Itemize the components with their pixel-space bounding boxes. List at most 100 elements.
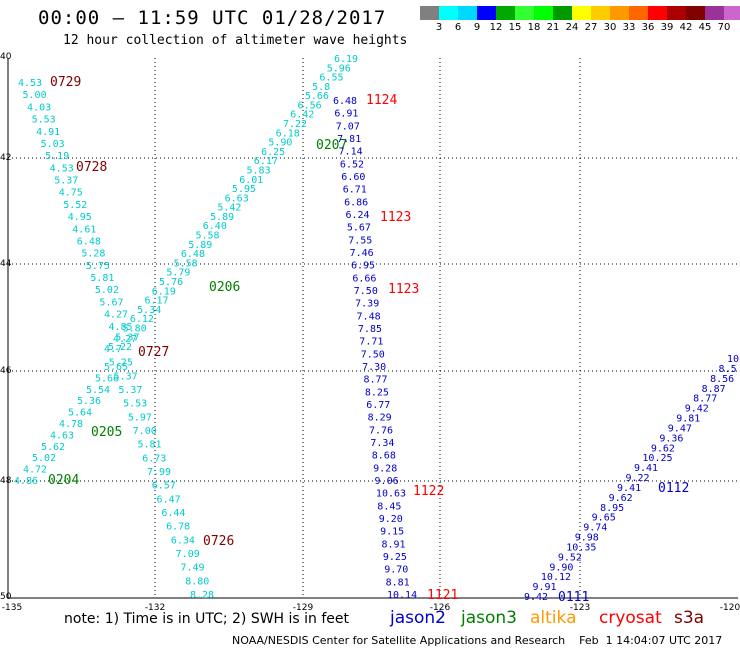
wave-height-value: 5.75 xyxy=(86,261,110,272)
map-subtitle: 12 hour collection of altimeter wave hei… xyxy=(63,33,408,48)
wave-height-value: 9.81 xyxy=(676,414,700,425)
colorbar-label: 42 xyxy=(679,22,693,33)
wave-height-value: 5.66 xyxy=(305,91,329,102)
wave-height-value: 5.89 xyxy=(188,240,212,251)
track-time-label: 1121 xyxy=(427,588,458,603)
wave-height-value: 7.46 xyxy=(350,248,374,259)
colorbar-swatch xyxy=(515,6,534,20)
wave-height-value: 6.52 xyxy=(340,159,364,170)
wave-height-value: 7.30 xyxy=(362,362,386,373)
wave-height-value: 5.28 xyxy=(81,249,105,260)
wave-height-value: 5.67 xyxy=(99,297,123,308)
wave-height-value: 6.66 xyxy=(352,273,376,284)
colorbar-swatch xyxy=(610,6,629,20)
lon-label-135: -135 xyxy=(1,603,23,613)
wave-height-value: 9.42 xyxy=(685,404,709,415)
wave-height-value: 9.70 xyxy=(384,565,408,576)
wave-height-value: 9.98 xyxy=(575,533,599,544)
colorbar-swatch xyxy=(496,6,515,20)
legend-s3a: s3a xyxy=(674,608,705,628)
lon-label-126: -126 xyxy=(429,603,451,613)
wave-height-value: 4.91 xyxy=(36,127,60,138)
wave-height-value: 5.02 xyxy=(95,285,119,296)
units-note: note: 1) Time is in UTC; 2) SWH is in fe… xyxy=(64,611,350,627)
colorbar-label: 33 xyxy=(622,22,636,33)
wave-height-value: 8.81 xyxy=(386,577,410,588)
wave-height-value: 5.66 xyxy=(95,373,119,384)
wave-height-value: 9.62 xyxy=(651,443,675,454)
wave-height-value: 5.67 xyxy=(347,223,371,234)
wave-height-value: 8.77 xyxy=(693,394,717,405)
colorbar-label: 24 xyxy=(565,22,579,33)
colorbar-label: 15 xyxy=(508,22,522,33)
wave-height-value: 6.77 xyxy=(366,400,390,411)
wave-height-value: 9.20 xyxy=(379,514,403,525)
wave-height-value: 5.90 xyxy=(268,138,292,149)
wave-height-value: 8.80 xyxy=(185,576,209,587)
wave-height-value: 5.36 xyxy=(77,396,101,407)
wave-height-value: 6.48 xyxy=(333,96,357,107)
wave-height-value: 8.91 xyxy=(381,539,405,550)
track-time-label: 0727 xyxy=(138,345,169,360)
wave-height-value: 6.19 xyxy=(334,54,358,65)
lon-label-123: -123 xyxy=(569,603,591,613)
colorbar-label: 36 xyxy=(641,22,655,33)
legend-cryosat: cryosat xyxy=(599,608,662,628)
wave-height-value: 10.25 xyxy=(642,453,672,464)
wave-height-value: 4.27 xyxy=(104,310,128,321)
lat-label-48: 48 xyxy=(0,476,12,486)
wave-height-value: 6.34 xyxy=(171,535,195,546)
colorbar-swatch xyxy=(724,6,740,20)
colorbar-label: 27 xyxy=(584,22,598,33)
wave-height-value: 8.77 xyxy=(363,375,387,386)
map-frame xyxy=(7,58,738,599)
lat-label-50: 50 xyxy=(0,592,12,602)
wave-height-value: 5.81 xyxy=(90,273,114,284)
wave-height-value: 9.42 xyxy=(524,592,548,603)
wave-height-value: 6.01 xyxy=(239,175,263,186)
wave-height-value: 4.61 xyxy=(72,224,96,235)
wave-height-value: 10.35 xyxy=(566,542,596,553)
wave-height-value: 5.37 xyxy=(115,333,139,344)
wave-height-value: 5.83 xyxy=(247,165,271,176)
wave-height-value: 6.48 xyxy=(181,249,205,260)
wave-height-value: 7.34 xyxy=(370,438,394,449)
lon-label-132: -132 xyxy=(144,603,166,613)
legend-jason3: jason3 xyxy=(461,608,517,628)
wave-height-value: 9.65 xyxy=(592,513,616,524)
wave-height-value: 7.50 xyxy=(361,349,385,360)
wave-height-value: 5.64 xyxy=(68,408,92,419)
wave-height-value: 8.29 xyxy=(368,413,392,424)
wave-height-value: 5.22 xyxy=(108,342,132,353)
lat-label-40: 40 xyxy=(0,52,12,62)
wave-height-value: 9.41 xyxy=(617,483,641,494)
colorbar-swatch xyxy=(477,6,496,20)
wave-height-value: 8.68 xyxy=(372,451,396,462)
wave-height-value: 6.56 xyxy=(298,100,322,111)
wave-height-value: 5.58 xyxy=(174,258,198,269)
wave-height-value: 10.63 xyxy=(376,489,406,500)
track-time-label: 1123 xyxy=(380,210,411,225)
lat-label-42: 42 xyxy=(0,153,12,163)
wave-height-value: 8.56 xyxy=(710,374,734,385)
wave-height-value: 6.57 xyxy=(152,481,176,492)
colorbar-label: 30 xyxy=(603,22,617,33)
colorbar-swatch xyxy=(534,6,553,20)
wave-height-value: 9.62 xyxy=(609,493,633,504)
lon-label-129: -129 xyxy=(292,603,314,613)
colorbar-swatch xyxy=(591,6,610,20)
wave-height-value: 5.37 xyxy=(114,371,138,382)
wave-height-value: 5.42 xyxy=(217,203,241,214)
wave-height-value: 6.71 xyxy=(343,185,367,196)
lon-label-120: -120 xyxy=(719,603,740,613)
wave-height-value: 10 xyxy=(727,354,739,365)
colorbar-swatch xyxy=(648,6,667,20)
wave-height-value: 5.34 xyxy=(137,305,161,316)
colorbar-swatch xyxy=(667,6,686,20)
lat-label-46: 46 xyxy=(0,366,12,376)
wave-height-value: 9.47 xyxy=(668,423,692,434)
wave-height-value: 5.53 xyxy=(32,115,56,126)
track-time-label: 0729 xyxy=(50,75,81,90)
wave-height-value: 5.8 xyxy=(312,82,330,93)
